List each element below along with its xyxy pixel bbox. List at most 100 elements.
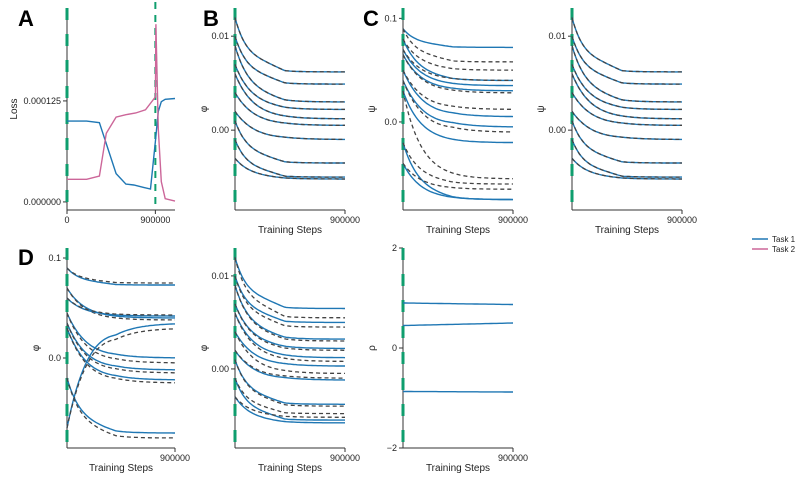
- panel-label-b: B: [203, 6, 219, 31]
- student-line-3: [234, 45, 345, 103]
- x-axis-label: Training Steps: [595, 225, 659, 236]
- student-line-5: [402, 69, 514, 118]
- teacher-line-1: [571, 17, 682, 73]
- teacher-line-7: [66, 377, 176, 439]
- y-axis-label: ψ: [536, 105, 547, 112]
- teacher-line-6: [234, 331, 345, 375]
- series-line-1: [403, 302, 513, 306]
- y-axis-label: Loss: [9, 98, 20, 119]
- y-axis-label: ψ: [367, 105, 378, 112]
- teacher-line-3: [571, 45, 682, 103]
- y-axis-label: φ: [199, 344, 210, 351]
- teacher-line-2: [571, 36, 682, 85]
- teacher-line-9: [234, 377, 345, 415]
- series-line-1: [67, 97, 176, 190]
- teacher-line-10: [571, 157, 682, 180]
- teacher-line-6: [234, 92, 345, 126]
- student-line-7: [402, 90, 513, 144]
- y-tick-label: 2: [392, 243, 397, 253]
- teacher-line-5: [66, 322, 175, 374]
- student-line-6: [234, 331, 345, 367]
- student-line-8: [234, 359, 345, 405]
- x-axis-label: Training Steps: [426, 225, 490, 236]
- teacher-line-1: [402, 28, 513, 63]
- y-axis-label: ρ: [367, 345, 378, 351]
- panel-d3: ρ Training Steps −2 0 2 900000: [367, 243, 528, 474]
- y-axis-label: φ: [199, 105, 210, 112]
- x-tick-label: 0: [64, 215, 69, 225]
- panel-label-a: A: [18, 6, 34, 31]
- x-axis-label: Training Steps: [89, 463, 153, 474]
- student-line-2: [571, 35, 682, 85]
- teacher-line-8: [66, 328, 176, 429]
- teacher-line-2: [66, 287, 175, 321]
- student-line-2: [402, 38, 514, 82]
- student-line-2: [234, 275, 345, 324]
- student-line-2: [66, 287, 175, 319]
- student-line-1: [234, 257, 345, 310]
- x-tick-label: 900000: [330, 215, 360, 225]
- legend-label-task2: Task 2: [772, 245, 795, 254]
- student-line-5: [571, 73, 683, 120]
- student-line-5: [234, 73, 346, 120]
- teacher-line-4: [66, 312, 175, 364]
- teacher-line-3: [66, 297, 175, 316]
- student-line-7: [234, 349, 346, 381]
- x-axis-label: Training Steps: [258, 225, 322, 236]
- student-line-6: [402, 80, 513, 128]
- y-tick-label: 0.00: [211, 364, 229, 374]
- teacher-line-3: [234, 45, 345, 103]
- student-line-5: [234, 312, 346, 359]
- y-tick-label: 0.01: [548, 31, 566, 41]
- student-line-4: [66, 312, 175, 359]
- student-line-7: [66, 377, 175, 434]
- panel-d2: φ Training Steps 0.00 0.01 900000: [199, 248, 360, 474]
- series-line-2: [402, 322, 514, 327]
- teacher-line-1: [234, 17, 345, 73]
- x-tick-label: 900000: [498, 215, 528, 225]
- student-line-3: [66, 297, 175, 317]
- y-tick-label: 0.00: [211, 125, 229, 135]
- teacher-line-4: [234, 303, 345, 351]
- student-line-9: [402, 163, 514, 201]
- teacher-line-7: [402, 90, 513, 180]
- y-tick-label: 0.1: [384, 13, 397, 23]
- y-tick-label: 0: [392, 343, 397, 353]
- student-line-8: [402, 142, 513, 201]
- y-tick-label: −2: [387, 443, 397, 453]
- student-line-4: [234, 303, 345, 350]
- student-line-4: [234, 64, 345, 111]
- teacher-line-2: [402, 38, 513, 71]
- teacher-line-10: [234, 157, 345, 180]
- teacher-line-8: [402, 142, 513, 185]
- y-tick-label: 0.000125: [23, 96, 61, 106]
- y-tick-label: 0.0: [384, 117, 397, 127]
- student-line-3: [571, 45, 682, 103]
- teacher-line-3: [402, 49, 513, 82]
- y-axis-label: φ: [31, 344, 42, 351]
- student-line-1: [234, 17, 345, 73]
- legend-label-task1: Task 1: [772, 235, 795, 244]
- x-axis-label: Training Steps: [426, 463, 490, 474]
- legend: Task 1 Task 2: [752, 235, 795, 254]
- series-line-3: [403, 390, 513, 393]
- panel-d: φ Training Steps 0.0 0.1 900000: [31, 248, 190, 474]
- x-tick-label: 900000: [160, 453, 190, 463]
- series-line-2: [67, 24, 176, 202]
- student-line-3: [234, 284, 345, 340]
- teacher-line-1: [234, 257, 345, 319]
- teacher-line-1: [66, 267, 175, 284]
- panel-b: φ Training Steps 0.00 0.01 900000: [199, 8, 360, 236]
- y-tick-label: 0.0: [48, 353, 61, 363]
- student-line-1: [571, 17, 682, 73]
- student-line-6: [66, 327, 176, 381]
- teacher-line-6: [66, 327, 176, 384]
- student-line-8: [66, 323, 175, 429]
- teacher-line-8: [571, 120, 682, 164]
- x-tick-label: 900000: [140, 215, 170, 225]
- student-line-4: [571, 64, 682, 111]
- teacher-line-9: [234, 139, 345, 178]
- teacher-line-6: [571, 92, 682, 126]
- teacher-line-3: [234, 285, 345, 342]
- y-tick-label: 0.000000: [23, 197, 61, 207]
